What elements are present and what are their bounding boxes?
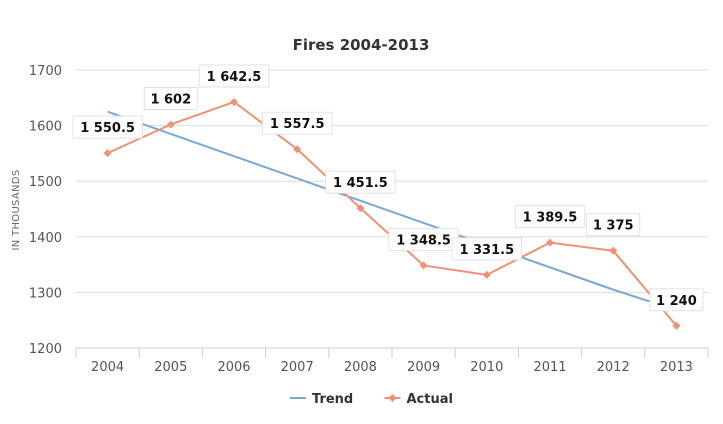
y-tick-label-1400: 1400 [29,231,62,246]
x-tick-label-2010: 2010 [470,360,503,375]
data-label-text: 1 375 [593,219,634,234]
y-tick-label-1200: 1200 [29,342,62,357]
x-tick-label-2005: 2005 [154,360,187,375]
actual-point-2005 [166,120,175,129]
data-label-box [262,111,333,135]
data-label-text: 1 240 [656,294,697,309]
gridlines [76,69,708,349]
actual-point-2013 [672,321,681,330]
legend-item-actual[interactable]: Actual [384,392,453,407]
data-label-box [586,213,641,237]
data-label-text: 1 451.5 [333,176,388,191]
legend-label-actual: Actual [407,392,453,407]
data-label-text: 1 550.5 [80,121,135,136]
data-label-box [325,170,396,194]
y-tick-label-1700: 1700 [29,64,62,79]
actual-data-label-2006: 1 642.5 [198,64,270,88]
trend-series-line [107,110,677,312]
actual-data-label-2008: 1 451.5 [325,170,396,194]
actual-point-2012 [609,246,618,255]
data-label-box [514,205,586,229]
actual-data-label-2005: 1 602 [143,86,198,110]
x-tick-label-2011: 2011 [533,360,566,375]
actual-point-2004 [103,149,112,158]
legend-marker-actual [388,394,397,402]
data-label-text: 1 602 [150,92,191,107]
actual-data-label-2007: 1 557.5 [262,111,333,135]
actual-data-label-2012: 1 375 [586,213,641,237]
data-label-text: 1 331.5 [459,243,514,258]
chart-title: Fires 2004-2013 [293,36,430,54]
data-label-text: 1 348.5 [396,233,451,248]
y-tick-label-1300: 1300 [29,286,62,301]
actual-point-2007 [293,145,302,154]
x-tick-label-2006: 2006 [217,360,250,375]
x-tick-label-2004: 2004 [91,360,124,375]
legend-item-trend[interactable]: Trend [290,392,353,407]
actual-data-label-2010: 1 331.5 [451,237,523,261]
x-tick-label-2009: 2009 [407,360,440,375]
actual-data-label-2009: 1 348.5 [388,227,459,251]
data-label-text: 1 642.5 [207,70,262,85]
y-axis-tick-labels: 1200 1300 1400 1500 1600 1700 [29,64,62,357]
x-tick-label-2008: 2008 [344,360,377,375]
actual-point-2009 [419,261,428,270]
legend-label-trend: Trend [312,392,353,407]
x-tick-label-2012: 2012 [597,360,630,375]
data-label-box [72,115,143,139]
x-tick-label-2007: 2007 [281,360,314,375]
actual-data-label-2011: 1 389.5 [514,205,586,229]
actual-point-2011 [546,238,554,247]
data-label-box [451,237,523,261]
legend: Trend Actual [290,392,453,407]
actual-data-label-2013: 1 240 [649,288,704,312]
y-tick-label-1500: 1500 [29,175,62,190]
y-tick-label-1600: 1600 [29,120,62,135]
x-axis-ticks: 2004 2005 2006 2007 2008 2009 2010 2011 2012 2013 [75,347,709,375]
data-label-text: 1 557.5 [270,117,325,132]
data-label-box [143,86,198,110]
data-label-box [649,288,704,312]
actual-point-2006 [230,97,238,106]
actual-point-2010 [482,270,491,279]
y-axis-label: IN THOUSANDS [11,170,22,251]
actual-point-2008 [356,204,365,213]
data-label-box [198,64,270,88]
x-tick-label-2013: 2013 [660,360,693,375]
actual-data-label-2004: 1 550.5 [72,115,143,139]
data-labels: 1 550.5 1 602 1 642.5 1 557.5 1 451.5 1 348.5… [72,64,704,312]
data-label-text: 1 389.5 [523,211,578,226]
